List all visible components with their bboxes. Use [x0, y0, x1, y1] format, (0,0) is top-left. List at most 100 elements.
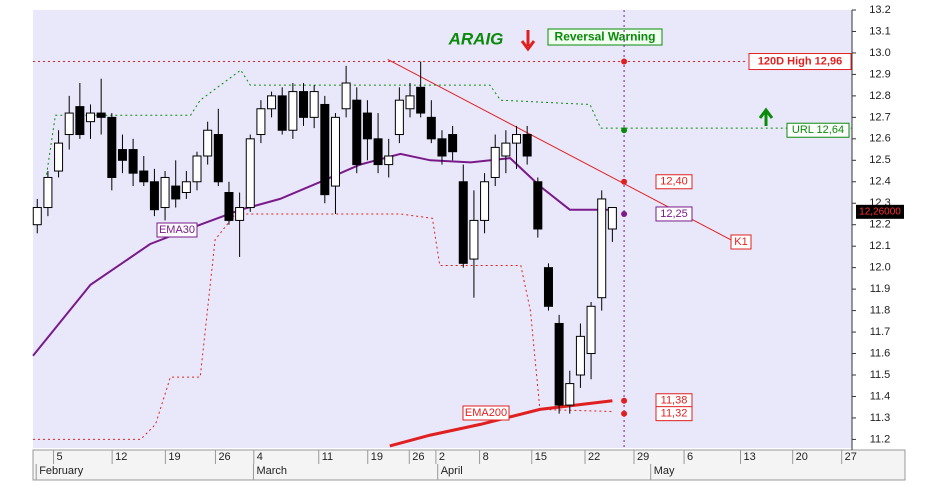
candle-body — [352, 99, 362, 166]
x-tick-label: 26 — [412, 451, 424, 463]
candle-body — [533, 181, 543, 230]
x-tick-label: 15 — [535, 451, 547, 463]
indicator-line — [45, 69, 852, 180]
candle-body — [586, 305, 596, 355]
candle-body — [149, 181, 159, 211]
candle-body — [490, 146, 500, 178]
x-tick-label: 4 — [257, 451, 263, 463]
candle-body — [469, 219, 479, 260]
last-price-box — [856, 204, 904, 219]
candle-body — [160, 176, 170, 209]
x-tick-label: 6 — [687, 451, 693, 463]
month-label: April — [441, 465, 463, 477]
candle-body — [362, 112, 372, 140]
x-tick-label: 19 — [371, 451, 383, 463]
up-arrow — [758, 107, 774, 126]
y-tick-label: 12.6 — [869, 133, 890, 145]
candle-body — [554, 322, 564, 406]
indicator-line — [33, 213, 613, 440]
candle-body — [501, 142, 511, 157]
line-label: K1 — [734, 236, 747, 248]
y-tick-label: 13.1 — [869, 25, 890, 37]
high-dot — [621, 58, 628, 65]
candle-body — [522, 134, 532, 157]
candle-body — [416, 86, 426, 114]
candle-body — [341, 82, 351, 110]
x-tick-label: 2 — [439, 451, 445, 463]
y-tick-label: 13.2 — [869, 4, 890, 16]
level-label: 12,40 — [660, 176, 688, 188]
x-tick-label: 13 — [743, 451, 755, 463]
signal-text: ARAIG — [448, 29, 504, 48]
candle-body — [480, 181, 490, 221]
indicator-line — [389, 399, 613, 448]
x-tick-label: 22 — [588, 451, 600, 463]
level-box — [655, 406, 693, 422]
warning-text: Reversal Warning — [555, 30, 656, 44]
candle-body — [426, 116, 436, 140]
candle-body — [607, 207, 617, 230]
x-tick-label: 27 — [845, 451, 857, 463]
y-tick-label: 12.5 — [869, 154, 890, 166]
candle-body — [213, 134, 223, 183]
y-tick-label: 12.8 — [869, 90, 890, 102]
url-label: URL 12,64 — [792, 124, 844, 136]
candle-body — [320, 103, 330, 196]
level-box — [655, 206, 693, 222]
candle-body — [543, 267, 553, 307]
month-label: March — [256, 465, 287, 477]
candle-body — [86, 112, 96, 123]
candle-body — [32, 207, 42, 226]
candle-body — [277, 95, 287, 131]
candle-body — [309, 91, 319, 118]
candle-body — [267, 95, 277, 110]
x-tick-label: 11 — [322, 451, 333, 463]
level-dot — [621, 178, 628, 185]
candle-body — [575, 335, 585, 376]
x-tick-label: 20 — [796, 451, 808, 463]
level-label: 11,38 — [661, 395, 688, 407]
y-tick-label: 11.7 — [870, 326, 891, 338]
candle-body — [245, 138, 255, 209]
candle-body — [54, 142, 64, 172]
candle-body — [448, 134, 458, 153]
candle-body — [458, 181, 468, 264]
warning-box — [547, 28, 663, 46]
y-tick-label: 12.4 — [869, 176, 890, 188]
high-label: 120D High 12,96 — [758, 55, 842, 67]
candle-body — [288, 91, 298, 131]
y-tick-label: 11.4 — [870, 390, 891, 402]
x-tick-label: 19 — [168, 451, 180, 463]
candle-body — [437, 138, 447, 157]
candle-body — [75, 106, 85, 136]
line-label: EMA200 — [465, 407, 507, 419]
y-tick-label: 11.2 — [870, 433, 891, 445]
line-label-box — [730, 234, 752, 250]
y-tick-label: 11.9 — [870, 283, 891, 295]
level-label: 11,32 — [661, 408, 688, 420]
candle-body — [384, 155, 394, 166]
candle-body — [330, 116, 340, 187]
x-tick-label: 29 — [637, 451, 649, 463]
y-tick-label: 13.0 — [869, 47, 890, 59]
candle-body — [64, 112, 74, 136]
candle-body — [299, 91, 309, 118]
x-tick-label: 26 — [218, 451, 230, 463]
candle-body — [181, 181, 191, 194]
candle-body — [235, 207, 245, 221]
y-tick-label: 12.7 — [869, 111, 890, 123]
candle-body — [117, 149, 127, 161]
line-label-box — [462, 405, 510, 421]
candle-body — [192, 155, 202, 183]
x-axis-band — [32, 449, 906, 481]
candle-body — [203, 129, 213, 157]
plot-background — [33, 10, 852, 448]
candle-body — [107, 116, 117, 178]
candle-body — [597, 198, 607, 299]
month-label: May — [654, 465, 675, 477]
month-label: February — [39, 465, 84, 477]
line-label: EMA30 — [159, 224, 195, 236]
candle-body — [373, 138, 383, 166]
